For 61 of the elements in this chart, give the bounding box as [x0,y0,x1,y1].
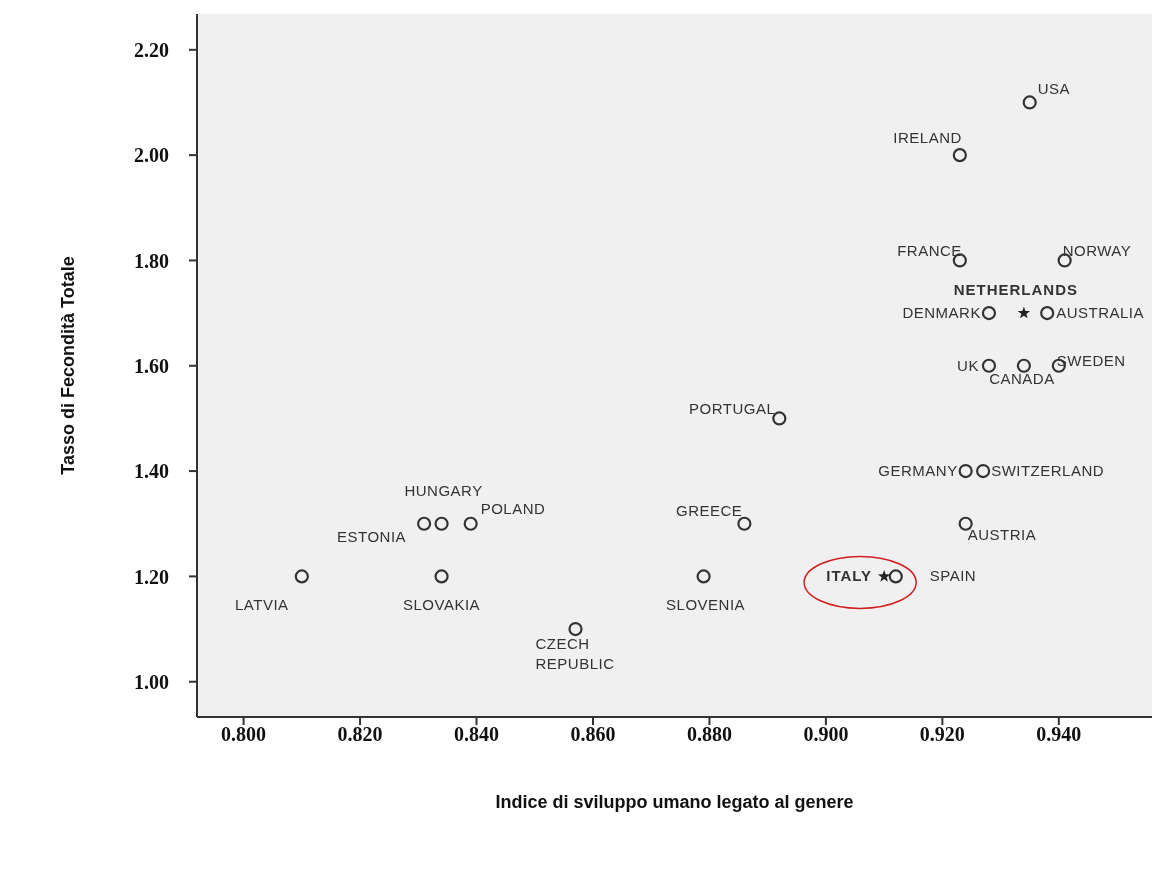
annotation: SLOVAKIA [403,596,481,614]
annotation: ESTONIA [337,527,407,545]
annotation: UK [957,356,979,374]
annotation: CZECH REPUBLIC [535,635,615,673]
x-tick-label: 0.820 [337,723,383,746]
point [877,569,891,582]
annotation: ITALY [826,567,873,585]
annotation: FRANCE [897,242,962,260]
annotation: NETHERLANDS [953,281,1079,299]
annotation: SWEDEN [1056,351,1126,369]
y-tick-label: 1.20 [134,565,169,588]
y-tick-label: 2.20 [134,38,169,61]
point [981,306,997,321]
x-tick-label: 0.860 [570,723,616,746]
point [1022,95,1037,110]
annotation: NORWAY [1062,242,1132,260]
point [958,463,973,479]
annotation: HUNGARY [404,481,483,499]
x-axis-title: Indice di sviluppo umano legato al genere [495,792,854,812]
y-tick-label: 1.80 [134,249,169,272]
annotation: GERMANY [878,462,958,480]
point [888,569,903,584]
point [958,516,973,531]
point [696,569,711,584]
annotation: CANADA [989,369,1055,387]
y-tick-label: 1.00 [134,670,169,693]
point [434,569,449,584]
point [952,148,967,163]
y-tick-label: 1.60 [134,354,169,377]
annotation: SPAIN [929,567,977,585]
x-tick-label: 0.920 [919,723,965,746]
annotation: AUSTRALIA [1056,304,1145,322]
annotation: SLOVENIA [666,596,746,614]
annotation: LATVIA [235,596,289,614]
point [463,516,478,531]
point [417,516,432,531]
point [294,569,309,584]
x-tick-label: 0.840 [454,723,500,746]
annotation: USA [1037,80,1071,98]
annotation: GREECE [676,501,743,519]
annotation: PORTUGAL [689,400,776,418]
y-tick-label: 2.00 [134,144,169,167]
y-tick-label: 1.40 [134,460,169,483]
point [737,516,752,531]
y-axis-title: Tasso di Fecondità Totale [58,256,79,475]
annotation: IRELAND [893,129,962,147]
annotation: AUSTRIA [967,525,1037,543]
x-tick-label: 0.900 [803,723,849,746]
point [976,463,991,479]
x-tick-label: 0.880 [686,723,732,746]
point [981,358,997,373]
annotation: DENMARK [902,304,981,322]
point [434,516,449,531]
point [1016,358,1031,373]
point [1017,306,1031,319]
x-tick-label: 0.800 [221,723,267,746]
point [568,621,583,637]
point [1040,306,1055,321]
annotation: POLAND [480,499,546,517]
annotation: SWITZERLAND [991,462,1105,480]
x-tick-label: 0.940 [1036,723,1082,746]
